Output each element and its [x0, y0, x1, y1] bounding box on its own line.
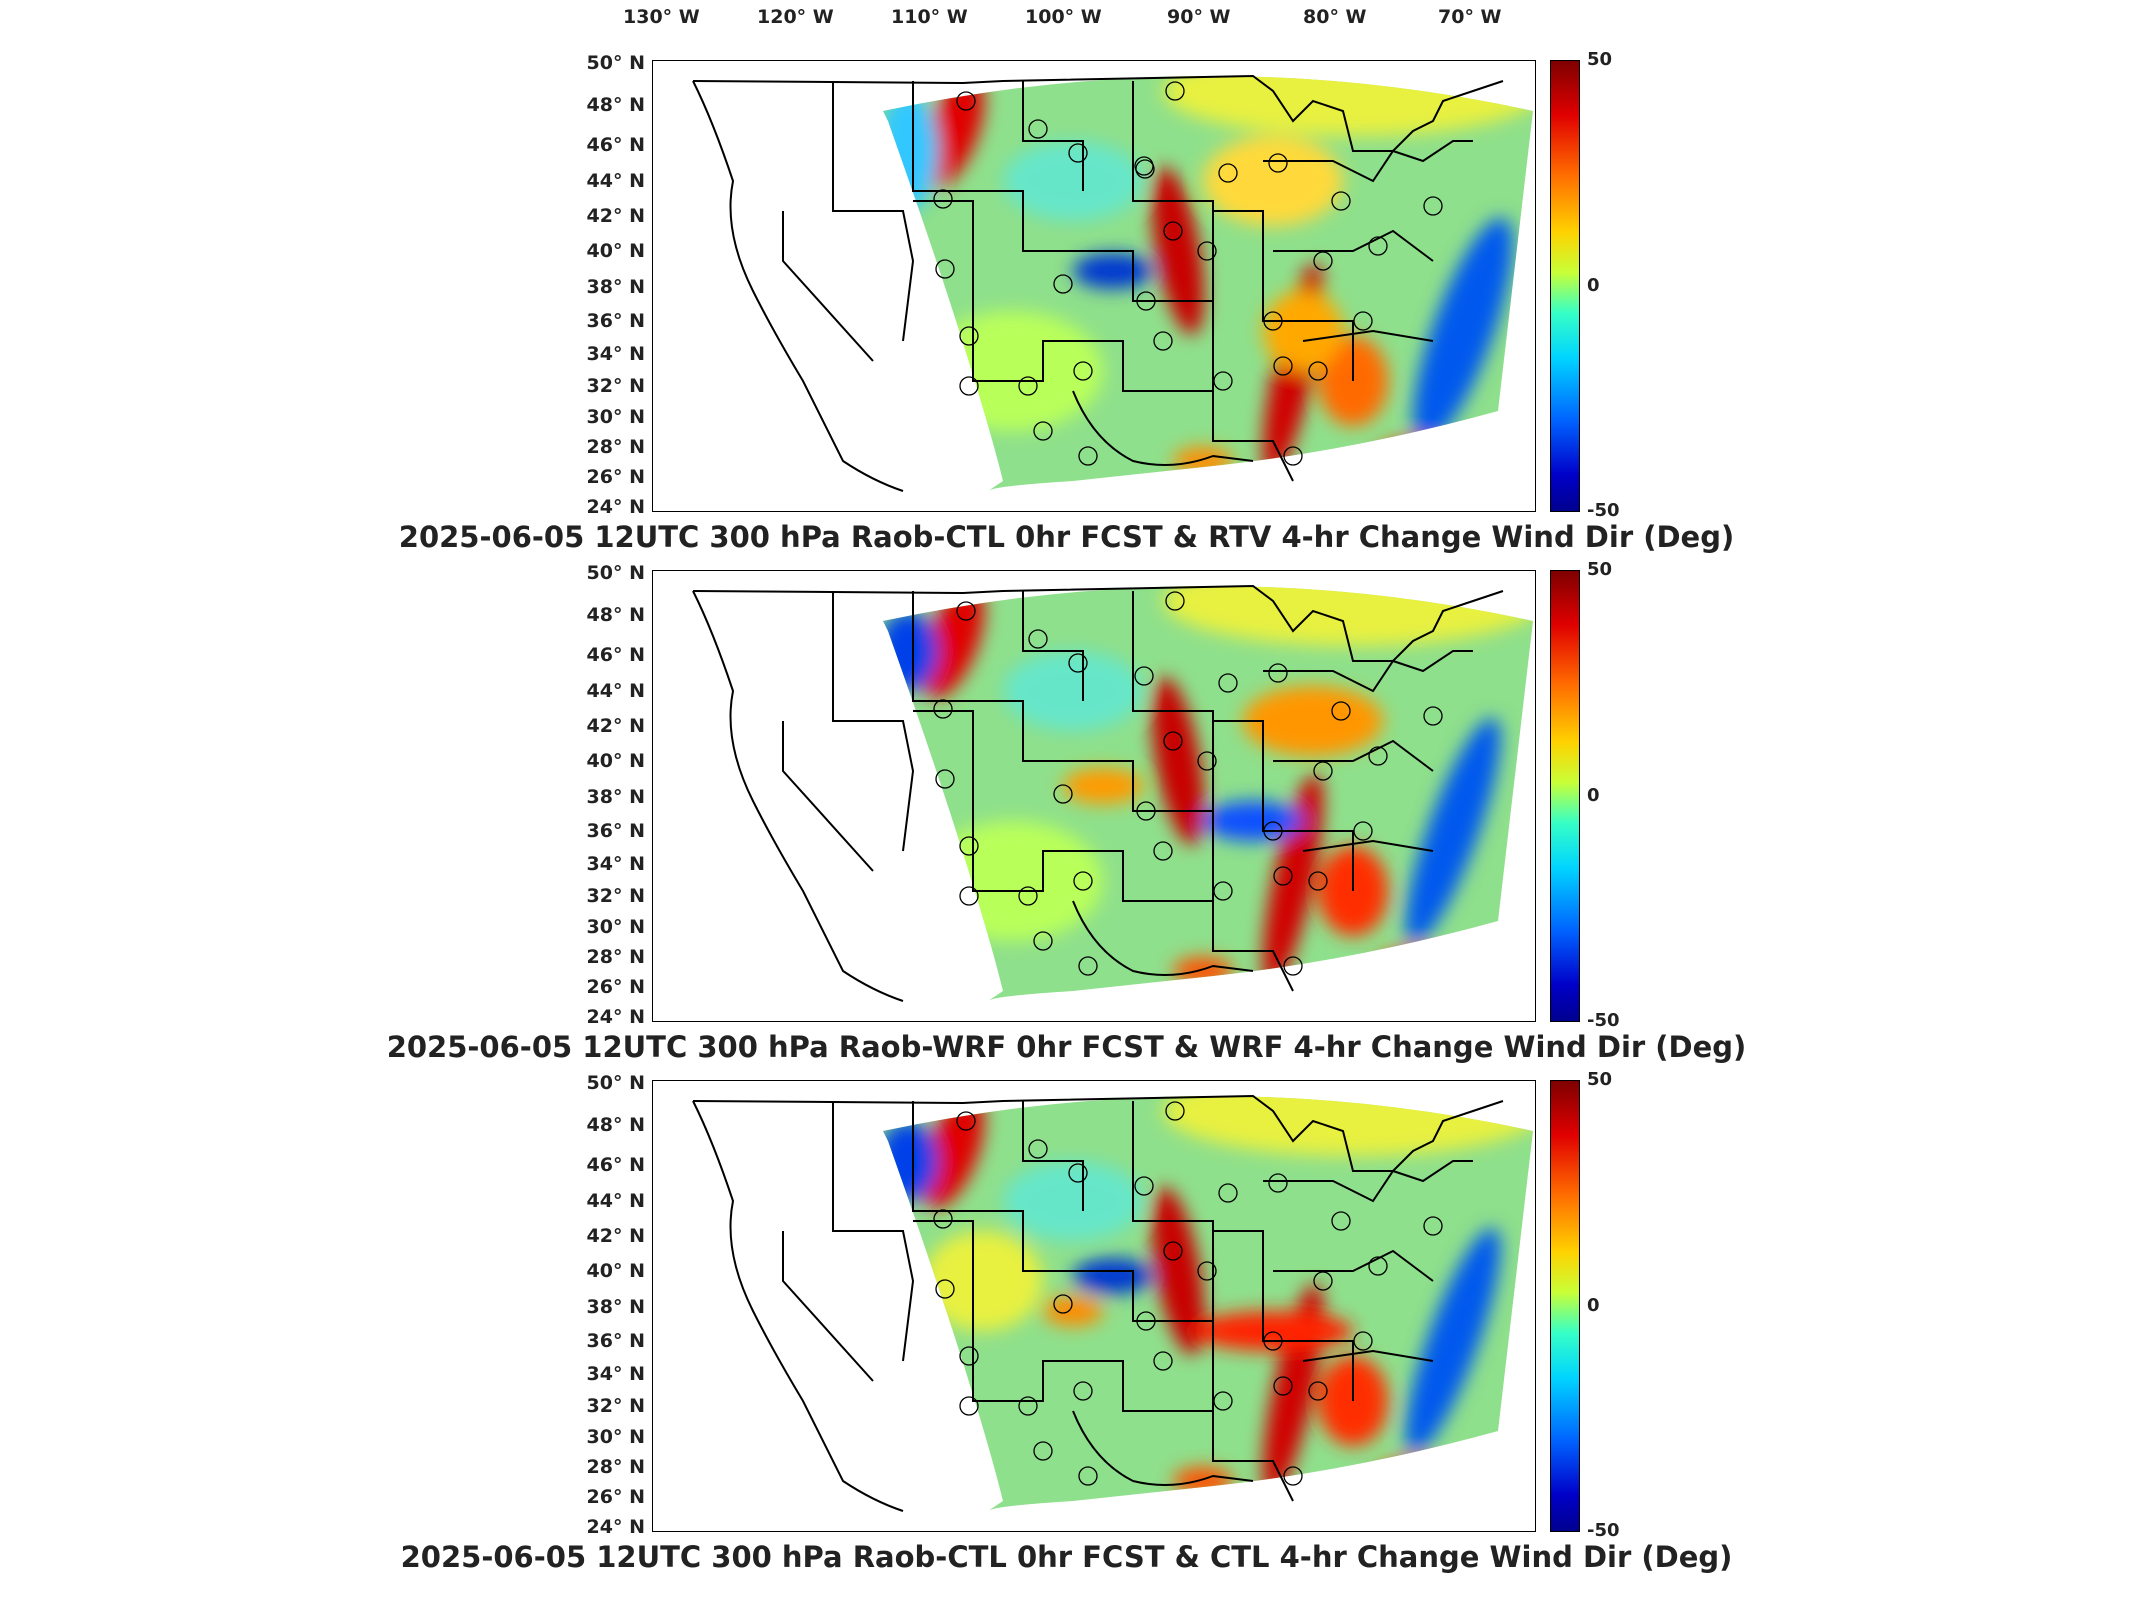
- lat-label: 46° N: [586, 1154, 645, 1176]
- lat-label: 42° N: [586, 715, 645, 737]
- colorbar: [1550, 60, 1580, 512]
- lat-label: 38° N: [586, 786, 645, 808]
- lat-label: 30° N: [586, 1426, 645, 1448]
- lat-label: 32° N: [586, 885, 645, 907]
- lat-label: 30° N: [586, 406, 645, 428]
- lat-label: 24° N: [586, 1006, 645, 1028]
- lon-label-90w: 90° W: [1167, 6, 1231, 28]
- colorbar-max-label: 50: [1587, 1069, 1613, 1090]
- colorbar-mid-label: 0: [1587, 1295, 1600, 1316]
- map-svg: [692, 74, 1533, 492]
- lat-label: 44° N: [586, 1190, 645, 1212]
- lat-label: 38° N: [586, 276, 645, 298]
- map-area: [652, 60, 1536, 512]
- lon-label-130w: 130° W: [623, 6, 700, 28]
- map-svg: [692, 1094, 1533, 1512]
- lat-label: 40° N: [586, 750, 645, 772]
- lat-label: 48° N: [586, 604, 645, 626]
- colorbar-min-label: -50: [1587, 1520, 1620, 1541]
- lat-label: 32° N: [586, 1395, 645, 1417]
- lat-label: 50° N: [586, 562, 645, 584]
- lat-label: 48° N: [586, 1114, 645, 1136]
- lat-label: 24° N: [586, 496, 645, 518]
- lat-label: 34° N: [586, 343, 645, 365]
- map-area: [652, 570, 1536, 1022]
- map-area: [652, 1080, 1536, 1532]
- colorbar: [1550, 1080, 1580, 1532]
- lat-label: 32° N: [586, 375, 645, 397]
- lat-label: 42° N: [586, 1225, 645, 1247]
- lon-label-80w: 80° W: [1303, 6, 1367, 28]
- lat-label: 50° N: [586, 1072, 645, 1094]
- lat-label: 40° N: [586, 240, 645, 262]
- panel-title: 2025-06-05 12UTC 300 hPa Raob-CTL 0hr FC…: [400, 1540, 1733, 1574]
- lat-label: 46° N: [586, 134, 645, 156]
- lat-label: 42° N: [586, 205, 645, 227]
- lat-label: 36° N: [586, 1330, 645, 1352]
- lat-label: 28° N: [586, 946, 645, 968]
- lat-label: 50° N: [586, 52, 645, 74]
- panel-title: 2025-06-05 12UTC 300 hPa Raob-WRF 0hr FC…: [386, 1030, 1747, 1064]
- lat-label: 26° N: [586, 466, 645, 488]
- lon-label-100w: 100° W: [1025, 6, 1102, 28]
- colorbar-min-label: -50: [1587, 500, 1620, 521]
- colorbar-mid-label: 0: [1587, 275, 1600, 296]
- lon-label-110w: 110° W: [891, 6, 968, 28]
- lat-label: 26° N: [586, 976, 645, 998]
- lat-label: 28° N: [586, 1456, 645, 1478]
- lat-label: 40° N: [586, 1260, 645, 1282]
- lat-label: 28° N: [586, 436, 645, 458]
- lat-label: 34° N: [586, 1363, 645, 1385]
- lat-label: 36° N: [586, 310, 645, 332]
- colorbar: [1550, 570, 1580, 1022]
- lon-label-120w: 120° W: [757, 6, 834, 28]
- lat-label: 34° N: [586, 853, 645, 875]
- lat-label: 36° N: [586, 820, 645, 842]
- colorbar-mid-label: 0: [1587, 785, 1600, 806]
- lat-label: 46° N: [586, 644, 645, 666]
- lat-label: 26° N: [586, 1486, 645, 1508]
- lat-label: 44° N: [586, 680, 645, 702]
- colorbar-max-label: 50: [1587, 49, 1613, 70]
- panel-title: 2025-06-05 12UTC 300 hPa Raob-CTL 0hr FC…: [398, 520, 1735, 554]
- lon-label-70w: 70° W: [1438, 6, 1502, 28]
- lat-label: 44° N: [586, 170, 645, 192]
- lat-label: 24° N: [586, 1516, 645, 1538]
- lat-label: 38° N: [586, 1296, 645, 1318]
- lat-label: 30° N: [586, 916, 645, 938]
- lat-label: 48° N: [586, 94, 645, 116]
- colorbar-min-label: -50: [1587, 1010, 1620, 1031]
- colorbar-max-label: 50: [1587, 559, 1613, 580]
- map-svg: [692, 584, 1533, 1002]
